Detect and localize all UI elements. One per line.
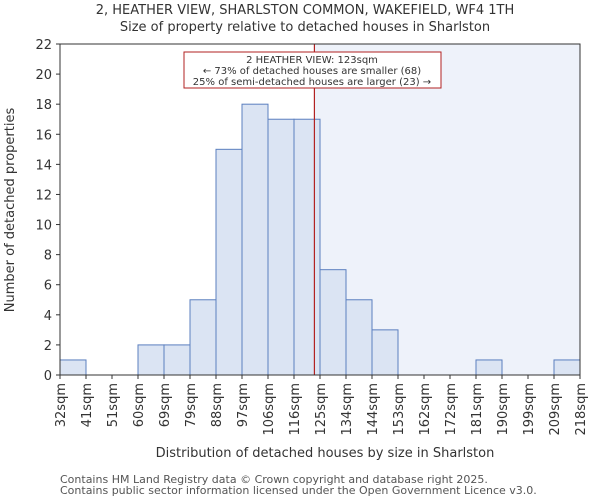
x-tick-label: 79sqm — [184, 383, 199, 427]
y-axis-label: Number of detached properties — [3, 108, 18, 313]
y-tick-label: 20 — [35, 68, 52, 83]
x-tick-label: 116sqm — [288, 383, 303, 436]
y-tick-label: 10 — [35, 219, 52, 234]
y-tick-label: 16 — [35, 128, 52, 143]
y-tick-label: 4 — [44, 309, 52, 324]
y-axis-ticks: 0 2 4 6 8 10 12 14 16 18 20 22 — [35, 38, 60, 384]
y-tick-label: 8 — [44, 249, 52, 264]
x-tick-label: 153sqm — [392, 383, 407, 436]
x-tick-label: 144sqm — [366, 383, 381, 436]
x-tick-label: 134sqm — [340, 383, 355, 436]
x-tick-label: 190sqm — [496, 383, 511, 436]
chart-subtitle: Size of property relative to detached ho… — [120, 20, 490, 35]
y-tick-label: 14 — [35, 158, 52, 173]
bar-106sqm — [267, 118, 295, 376]
x-tick-label: 162sqm — [418, 383, 433, 436]
y-tick-label: 12 — [35, 188, 52, 203]
y-tick-label: 18 — [35, 98, 52, 113]
bar-144sqm — [371, 329, 399, 376]
x-axis-ticks: 32sqm 41sqm 51sqm 60sqm 69sqm 79sqm 88sqm 97sqm… — [54, 375, 589, 436]
annotation-box: 2 HEATHER VIEW: 123sqm ← 73% of detached… — [183, 51, 442, 89]
bar-125sqm — [319, 269, 347, 376]
bar-181sqm — [475, 359, 503, 376]
y-tick-label: 2 — [44, 339, 52, 354]
x-tick-label: 60sqm — [132, 383, 147, 427]
bars-group — [59, 103, 581, 376]
bar-88sqm — [215, 148, 243, 376]
x-tick-label: 218sqm — [574, 383, 589, 436]
chart-title: 2, HEATHER VIEW, SHARLSTON COMMON, WAKEF… — [96, 3, 515, 18]
footer-line-2: Contains public sector information licen… — [60, 484, 537, 497]
x-tick-label: 125sqm — [314, 383, 329, 436]
x-axis-label: Distribution of detached houses by size … — [156, 446, 495, 461]
x-tick-label: 41sqm — [80, 383, 95, 427]
x-tick-label: 199sqm — [522, 383, 537, 436]
annotation-line-3: 25% of semi-detached houses are larger (… — [193, 77, 431, 88]
bar-209sqm — [553, 359, 581, 376]
x-tick-label: 106sqm — [262, 383, 277, 436]
bar-32sqm — [59, 359, 87, 376]
x-tick-label: 51sqm — [106, 383, 121, 427]
y-tick-label: 0 — [44, 369, 52, 384]
bar-79sqm — [189, 299, 217, 376]
x-tick-label: 209sqm — [548, 383, 563, 436]
annotation-line-1: 2 HEATHER VIEW: 123sqm — [246, 55, 378, 66]
x-tick-label: 97sqm — [236, 383, 251, 427]
annotation-line-2: ← 73% of detached houses are smaller (68… — [203, 66, 421, 77]
y-tick-label: 6 — [44, 279, 52, 294]
bar-60sqm — [137, 344, 165, 376]
x-tick-label: 88sqm — [210, 383, 225, 427]
bar-69sqm — [163, 344, 191, 376]
bar-97sqm — [241, 103, 269, 376]
x-tick-label: 172sqm — [444, 383, 459, 436]
bar-116sqm — [293, 118, 321, 376]
x-tick-label: 32sqm — [54, 383, 69, 427]
bar-134sqm — [345, 299, 373, 376]
footer-line-1: Contains HM Land Registry data © Crown c… — [60, 473, 488, 486]
y-tick-label: 22 — [35, 38, 52, 53]
x-tick-label: 181sqm — [470, 383, 485, 436]
x-tick-label: 69sqm — [158, 383, 173, 427]
